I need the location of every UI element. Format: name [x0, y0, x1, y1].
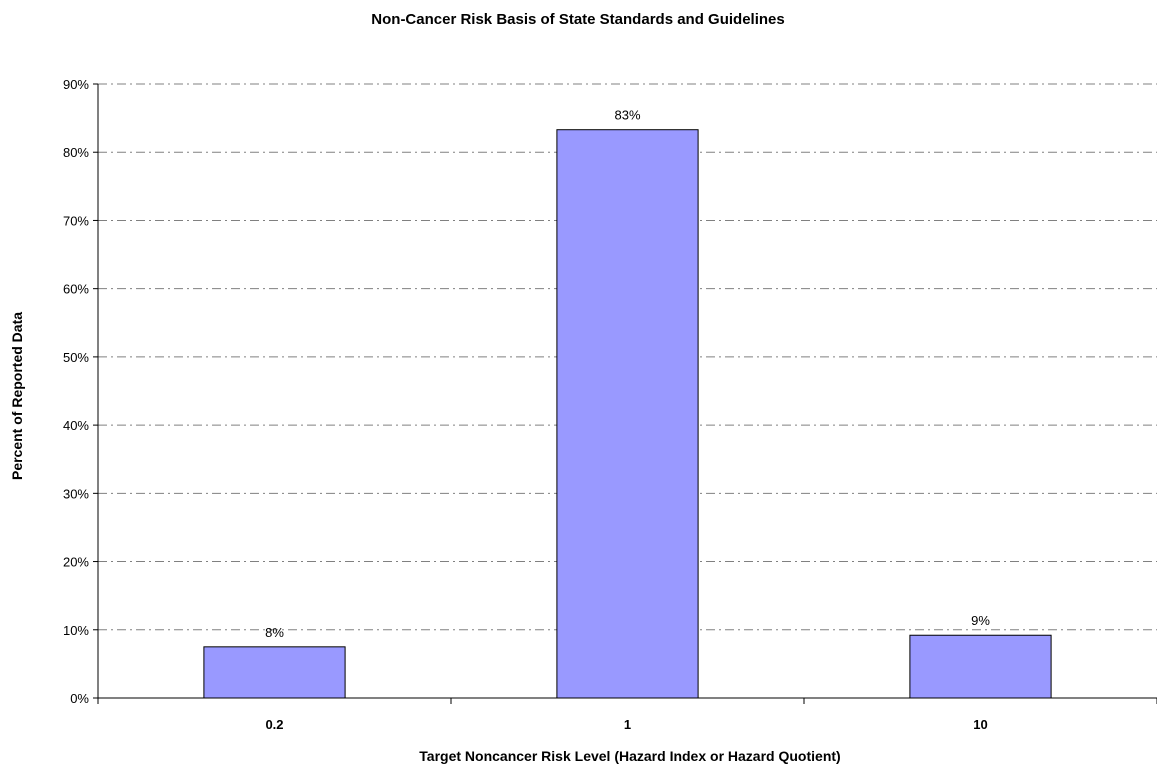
y-tick-label: 40% — [63, 418, 89, 433]
x-tick-label: 0.2 — [265, 717, 283, 732]
y-tick-label: 90% — [63, 77, 89, 92]
data-label: 8% — [265, 625, 284, 640]
y-tick-label: 10% — [63, 623, 89, 638]
y-tick-label: 0% — [70, 691, 89, 706]
bar — [203, 646, 346, 699]
y-tick-label: 20% — [63, 555, 89, 570]
y-tick-label: 50% — [63, 350, 89, 365]
bar — [909, 634, 1052, 699]
bars — [203, 129, 1052, 699]
y-axis-title: Percent of Reported Data — [9, 312, 25, 480]
data-label: 9% — [971, 613, 990, 628]
y-tick-label: 70% — [63, 213, 89, 228]
y-tick-label: 80% — [63, 145, 89, 160]
data-labels: 8% 83% 9% — [265, 108, 990, 640]
gridlines — [98, 83, 1157, 631]
y-tick-label: 30% — [63, 486, 89, 501]
x-axis-title: Target Noncancer Risk Level (Hazard Inde… — [419, 748, 840, 764]
y-axis-ticks: 0% 10% 20% 30% 40% 50% 60% 70% 80% 90% — [63, 77, 98, 706]
x-axis-ticks: 0.2 1 10 — [97, 698, 1157, 732]
y-tick-label: 60% — [63, 282, 89, 297]
x-tick-label: 10 — [973, 717, 987, 732]
chart-title: Non-Cancer Risk Basis of State Standards… — [371, 11, 784, 28]
bar — [556, 129, 699, 699]
x-tick-label: 1 — [624, 717, 631, 732]
data-label: 83% — [614, 108, 640, 123]
